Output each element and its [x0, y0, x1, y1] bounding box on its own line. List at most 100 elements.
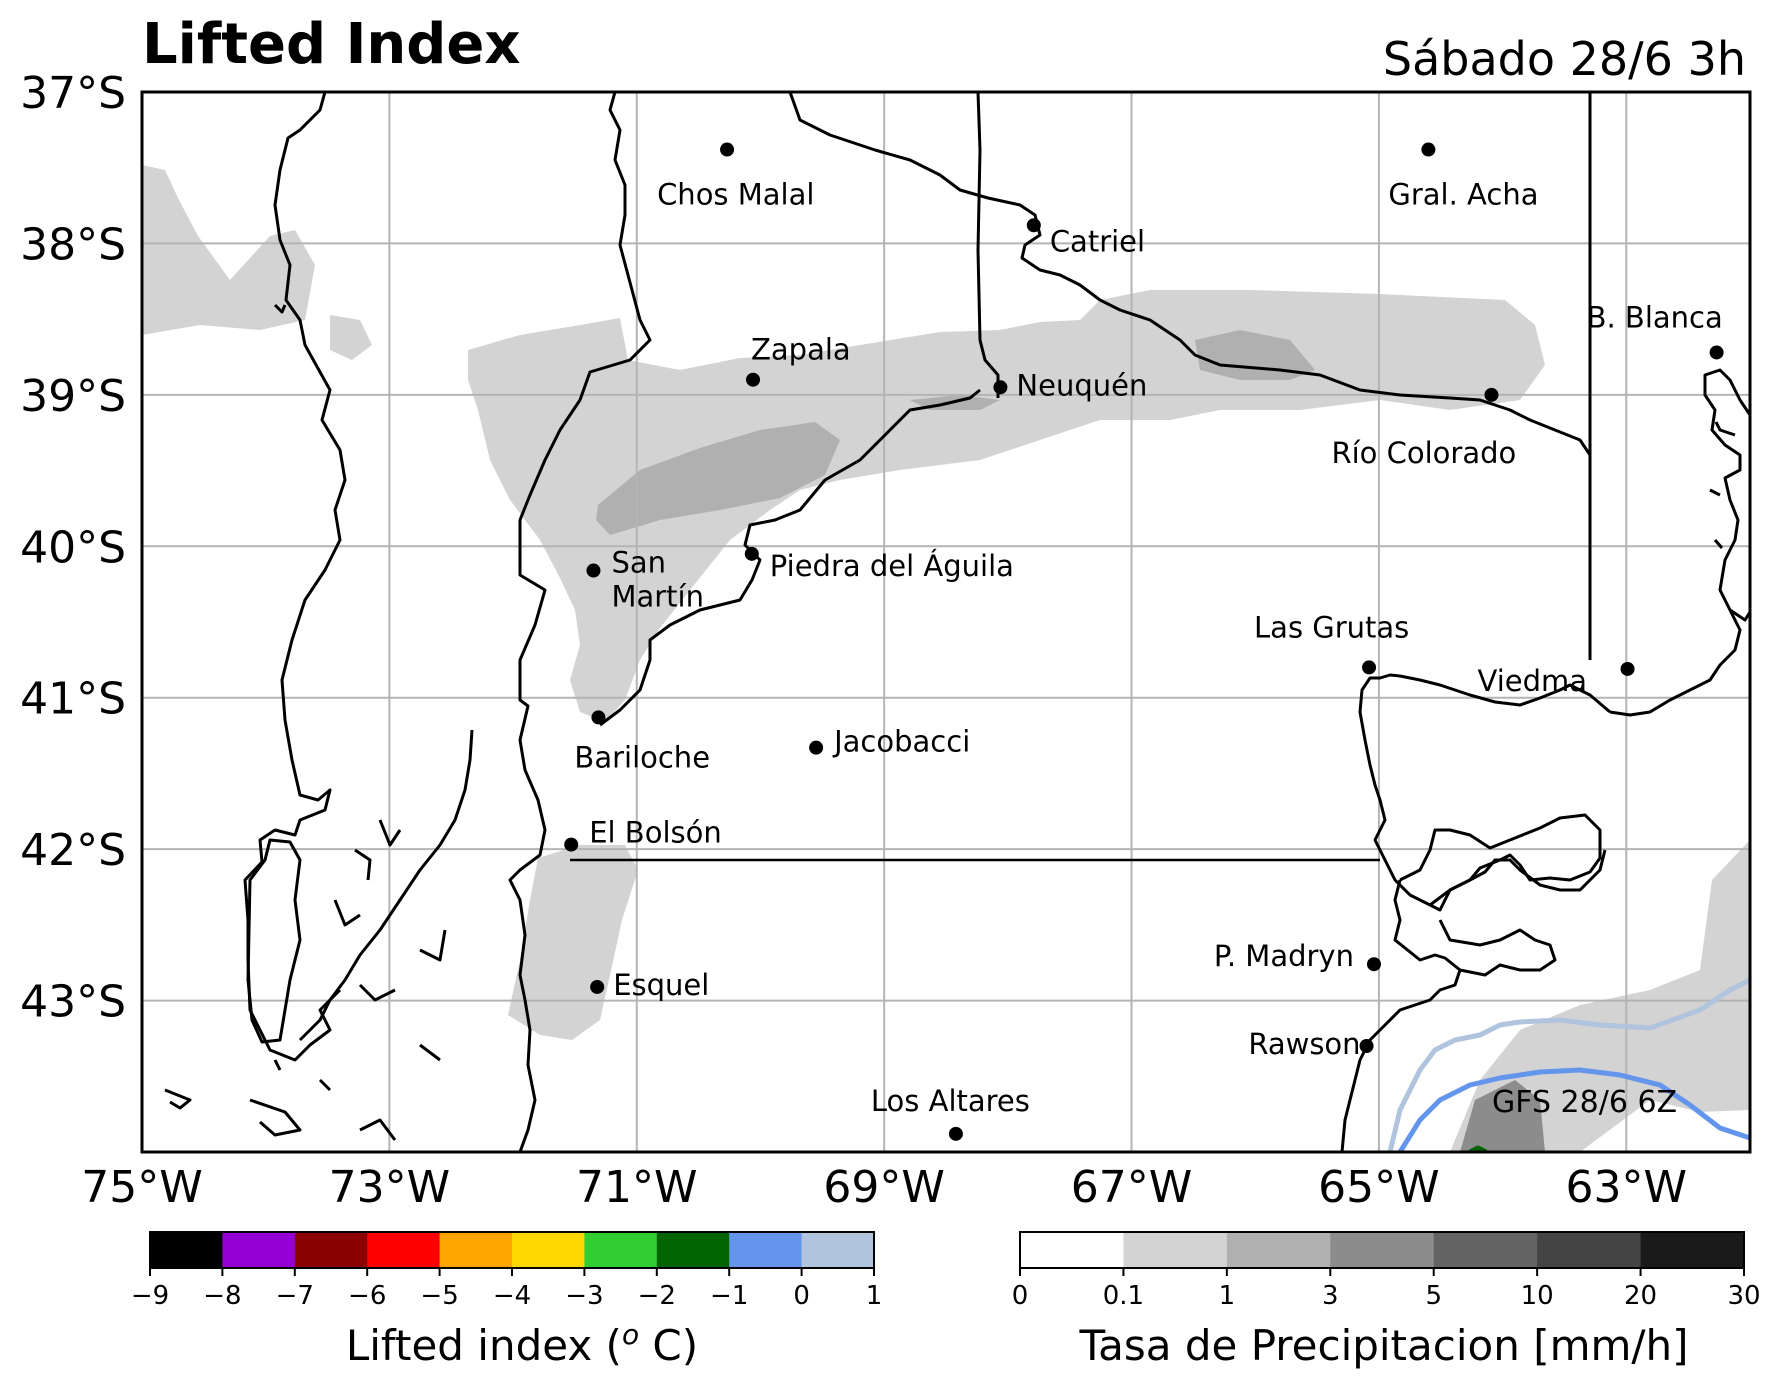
- city-label-b-blanca: B. Blanca: [1587, 300, 1723, 334]
- longitude-tick-labels: 75°W 73°W 71°W 69°W 67°W 65°W 63°W: [81, 1162, 1687, 1213]
- precip-colorbar-swatch-2: [1226, 1232, 1331, 1268]
- city-label-bariloche: Bariloche: [574, 740, 710, 774]
- li-colorbar-tick-label-0: −9: [131, 1281, 169, 1311]
- precip-colorbar-tick-label-1: 0.1: [1103, 1281, 1144, 1311]
- precip-area-chile: [330, 315, 372, 360]
- neuquen-river: [976, 92, 1000, 398]
- city-marker-zapala: [746, 372, 761, 387]
- atlantic-coast-san-matias: [1358, 673, 1611, 907]
- precip-colorbar-tick-label-0: 0: [1012, 1281, 1029, 1311]
- city-label-rawson: Rawson: [1248, 1027, 1360, 1061]
- precip-area-neuquen: [468, 290, 1545, 722]
- li-colorbar-tick-label-8: −1: [710, 1281, 748, 1311]
- atlantic-coast-bahia-blanca: [1709, 421, 1750, 622]
- precip-colorbar-swatch-4: [1433, 1232, 1538, 1268]
- li-label-part2: C): [639, 1321, 698, 1370]
- li-label-part1: Lifted index (: [346, 1321, 622, 1370]
- precip-colorbar-tick-label-4: 5: [1425, 1281, 1442, 1311]
- city-label-san-mart-n: San Martín: [611, 546, 704, 614]
- lon-tick-label-1: 73°W: [329, 1162, 451, 1213]
- city-label-piedra-del-guila: Piedra del Águila: [770, 549, 1014, 583]
- precip-colorbar-tick-label-5: 10: [1521, 1281, 1554, 1311]
- city-label-los-altares: Los Altares: [871, 1084, 1030, 1118]
- li-colorbar-tick-label-4: −5: [420, 1281, 458, 1311]
- li-contour-1: [1387, 977, 1750, 1152]
- map-frame: [140, 90, 1752, 1154]
- precip-colorbar-swatch-6: [1640, 1232, 1745, 1268]
- precip-colorbar-swatch-3: [1330, 1232, 1435, 1268]
- lat-tick-label-0: 37°S: [20, 68, 126, 119]
- city-label-gral-acha: Gral. Acha: [1388, 178, 1538, 212]
- lat-tick-label-6: 43°S: [20, 977, 126, 1028]
- li-colorbar-tick-label-9: 0: [793, 1281, 810, 1311]
- map-title: Lifted Index: [142, 12, 521, 77]
- city-marker-catriel: [1026, 218, 1041, 233]
- precip-core-southeast: [1460, 1080, 1545, 1152]
- lifted-index-colorbar: −9 −8 −7 −6 −5 −4 −3 −2 −1 0 1: [131, 1231, 883, 1311]
- city-marker-viedma: [1620, 661, 1635, 676]
- city-marker-las-grutas: [1362, 660, 1377, 675]
- lon-tick-label-2: 71°W: [576, 1162, 698, 1213]
- atlantic-coast-north: [1609, 368, 1750, 717]
- precip-colorbar-tick-label-7: 30: [1727, 1281, 1760, 1311]
- city-marker-los-altares: [948, 1126, 963, 1141]
- city-label-r-o-colorado: Río Colorado: [1331, 436, 1516, 470]
- li-colorbar-tick-label-3: −6: [348, 1281, 386, 1311]
- li-label-sup: o: [622, 1318, 639, 1351]
- lifted-index-colorbar-label: Lifted index (o C): [346, 1318, 698, 1370]
- li-colorbar-tick-label-5: −4: [493, 1281, 531, 1311]
- city-label-neuqu-n: Neuquén: [1016, 368, 1147, 402]
- lon-tick-label-6: 63°W: [1566, 1162, 1688, 1213]
- li-colorbar-tick-label-2: −7: [276, 1281, 314, 1311]
- li-colorbar-tick-label-7: −2: [638, 1281, 676, 1311]
- city-marker-bariloche: [591, 710, 606, 725]
- li-colorbar-swatch-7: [656, 1232, 730, 1268]
- map-grid: [142, 92, 1750, 1152]
- precip-colorbar-swatch-1: [1123, 1232, 1228, 1268]
- precip-colorbar-tick-label-6: 20: [1624, 1281, 1657, 1311]
- valdes-peninsula-outline: [1429, 849, 1607, 977]
- chile-small-islands: [273, 303, 332, 1092]
- chile-island-chiloe: [246, 838, 302, 1044]
- valdes-peninsula: [1340, 879, 1462, 1152]
- lon-tick-label-5: 65°W: [1318, 1162, 1440, 1213]
- city-marker-rawson: [1359, 1039, 1374, 1053]
- latitude-tick-labels: 37°S 38°S 39°S 40°S 41°S 42°S 43°S: [20, 68, 126, 1028]
- lon-tick-label-0: 75°W: [81, 1162, 203, 1213]
- lat-tick-label-3: 40°S: [20, 522, 126, 573]
- lat-tick-label-4: 41°S: [20, 674, 126, 725]
- forecast-datetime: Sábado 28/6 3h: [1382, 32, 1746, 86]
- city-label-catriel: Catriel: [1050, 224, 1145, 258]
- li-colorbar-swatch-5: [512, 1232, 585, 1268]
- colorado-river-border: [788, 92, 1592, 456]
- city-marker-p-madryn: [1366, 957, 1381, 972]
- precipitation-shading: [142, 165, 1750, 1152]
- city-marker-piedra-del-guila: [744, 546, 759, 561]
- li-colorbar-swatch-2: [294, 1232, 368, 1268]
- city-label-zapala: Zapala: [751, 333, 851, 367]
- precipitation-colorbar: 0 0.1 1 3 5 10 20 30: [1012, 1231, 1761, 1311]
- city-label-las-grutas: Las Grutas: [1254, 610, 1409, 644]
- model-run-annotation: GFS 28/6 6Z: [1492, 1085, 1677, 1120]
- li-colorbar-swatch-1: [222, 1232, 296, 1268]
- argentina-chile-border: [508, 92, 652, 1152]
- li-contour-0: [1397, 1067, 1750, 1152]
- li-colorbar-tick-label-10: 1: [866, 1281, 883, 1311]
- li-colorbar-tick-label-1: −8: [203, 1281, 241, 1311]
- lon-tick-label-4: 67°W: [1071, 1162, 1193, 1213]
- city-marker-gral-acha: [1421, 142, 1436, 157]
- city-marker-chos-malal: [720, 142, 735, 157]
- geographic-boundaries: [164, 92, 1750, 1152]
- city-marker-neuqu-n: [993, 380, 1008, 395]
- lat-tick-label-1: 38°S: [20, 219, 126, 270]
- city-marker-san-mart-n: [586, 563, 601, 578]
- li-colorbar-tick-label-6: −3: [565, 1281, 603, 1311]
- lat-tick-label-2: 39°S: [20, 371, 126, 422]
- city-label-jacobacci: Jacobacci: [832, 725, 970, 759]
- city-marker-esquel: [590, 979, 605, 994]
- limay-river-border: [599, 388, 981, 727]
- city-label-esquel: Esquel: [613, 968, 709, 1002]
- city-label-el-bols-n: El Bolsón: [589, 816, 722, 850]
